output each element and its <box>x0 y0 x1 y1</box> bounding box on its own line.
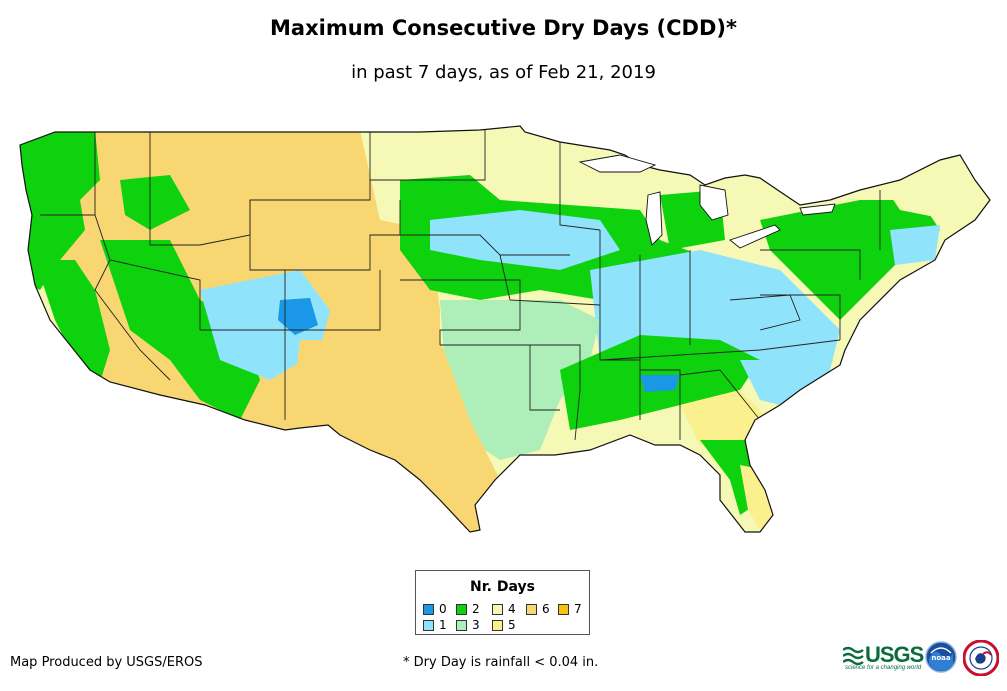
legend-swatch <box>423 619 434 631</box>
state-border-line <box>729 294 801 331</box>
legend-swatch <box>456 619 467 631</box>
usgs-logo-text: USGS <box>865 642 924 667</box>
legend-item-2: 2 <box>456 602 480 616</box>
usgs-logo: USGS science for a changing world <box>843 642 924 672</box>
region-2-days-great-basin <box>100 240 260 420</box>
legend-item-3: 3 <box>456 618 480 632</box>
state-border-line <box>640 369 681 440</box>
legend-swatch <box>492 619 503 631</box>
noaa-logo-icon: noaa <box>925 641 957 673</box>
state-border-line <box>440 344 560 411</box>
legend-swatch <box>456 603 467 615</box>
state-border-line <box>559 140 601 231</box>
region-4-days-new-england <box>880 150 990 220</box>
legend-item-7: 7 <box>558 602 582 616</box>
svg-text:noaa: noaa <box>931 654 951 662</box>
region-0-days-alabama <box>640 375 680 392</box>
region-1-days-midwest <box>430 210 620 270</box>
state-border-line <box>370 130 486 181</box>
nws-logo-icon <box>963 640 999 676</box>
great-lakes <box>578 154 836 249</box>
state-border-line <box>370 234 570 256</box>
region-4-days-northern-plains <box>370 130 640 200</box>
region-3-days-southern-plains <box>440 300 600 460</box>
legend-title: Nr. Days <box>470 579 535 595</box>
lake-michigan <box>645 191 663 246</box>
state-border-line <box>94 259 171 381</box>
state-border-line <box>400 279 521 345</box>
usgs-wave-icon <box>843 646 864 665</box>
legend-label: 6 <box>542 602 550 616</box>
legend-item-1: 1 <box>423 618 447 632</box>
state-border-line <box>499 254 601 306</box>
legend-label: 7 <box>574 602 582 616</box>
legend-item-4: 4 <box>492 602 516 616</box>
region-2-days-florida <box>700 440 760 515</box>
legend-swatch <box>423 603 434 615</box>
legend-item-5: 5 <box>492 618 516 632</box>
lake-ontario <box>799 203 836 216</box>
footnote-text: * Dry Day is rainfall < 0.04 in. <box>403 655 599 670</box>
usgs-tagline: science for a changing world <box>845 665 922 671</box>
state-border-line <box>530 344 581 441</box>
legend-swatch <box>526 603 537 615</box>
state-border-line <box>599 339 841 361</box>
region-2-days-idaho <box>120 175 190 230</box>
lake-huron <box>699 184 729 221</box>
state-border-line <box>760 249 861 280</box>
lake-superior <box>578 154 657 173</box>
legend-item-6: 6 <box>526 602 550 616</box>
legend-label: 2 <box>472 602 480 616</box>
state-border-line <box>149 130 200 246</box>
legend-label: 0 <box>439 602 447 616</box>
region-1-days-new-england <box>890 225 940 265</box>
region-1-days-four-corners <box>200 270 330 380</box>
legend-item-0: 0 <box>423 602 447 616</box>
legend-label: 3 <box>472 618 480 632</box>
map-subtitle: in past 7 days, as of Feb 21, 2019 <box>351 62 656 83</box>
state-border-line <box>284 270 381 331</box>
legend-swatch <box>558 603 569 615</box>
state-borders <box>40 130 881 441</box>
region-2-days-california <box>35 260 110 382</box>
region-0-days-colorado <box>278 298 318 335</box>
map-title: Maximum Consecutive Dry Days (CDD)* <box>270 16 737 40</box>
credit-text: Map Produced by USGS/EROS <box>10 655 203 670</box>
legend-label: 1 <box>439 618 447 632</box>
legend-label: 4 <box>508 602 516 616</box>
legend-label: 5 <box>508 618 516 632</box>
state-border-line <box>249 200 401 271</box>
legend: Nr. Days 0 1 2 3 4 5 6 7 <box>415 570 590 635</box>
legend-swatch <box>492 603 503 615</box>
us-dry-days-map <box>19 125 991 533</box>
lake-erie <box>729 224 781 249</box>
